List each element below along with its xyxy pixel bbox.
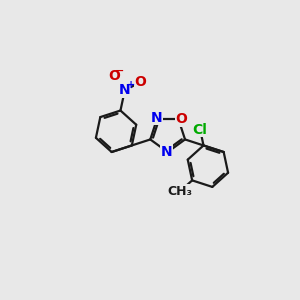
Text: CH₃: CH₃ [168,185,193,198]
Text: −: − [115,66,124,76]
Text: O: O [176,112,187,126]
Text: O: O [134,75,146,89]
Text: N: N [119,83,130,98]
Text: Cl: Cl [193,123,208,136]
Text: N: N [160,145,172,159]
Text: N: N [151,111,163,124]
Text: +: + [127,80,135,90]
Text: O: O [108,69,120,83]
